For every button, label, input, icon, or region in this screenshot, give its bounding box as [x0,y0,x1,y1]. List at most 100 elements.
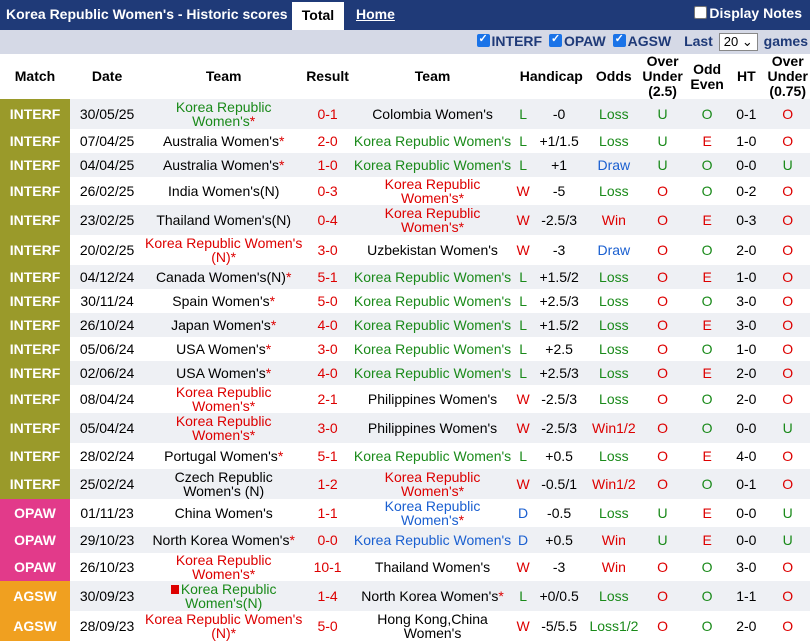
home-team-cell[interactable]: Australia Women's* [144,129,304,153]
table-row[interactable]: OPAW 26/10/23 Korea Republic Women's* 10-1 T… [0,553,810,581]
home-team-cell[interactable]: India Women's(N) [144,177,304,205]
table-row[interactable]: INTERF 02/06/24 USA Women's* 4-0 Korea Repub… [0,361,810,385]
score-cell[interactable]: 5-1 [303,265,352,289]
home-team-cell[interactable]: USA Women's* [144,337,304,361]
score-cell[interactable]: 5-1 [303,443,352,469]
home-team-cell[interactable]: Portugal Women's* [144,443,304,469]
away-team-cell[interactable]: Korea Republic Women's [351,153,514,177]
away-team-cell[interactable]: Philippines Women's [351,413,514,443]
table-row[interactable]: INTERF 30/11/24 Spain Women's* 5-0 Korea Rep… [0,289,810,313]
competition-cell[interactable]: INTERF [0,469,70,499]
competition-cell[interactable]: INTERF [0,153,70,177]
competition-cell[interactable]: INTERF [0,361,70,385]
away-team-cell[interactable]: Korea Republic Women's [351,337,514,361]
table-row[interactable]: OPAW 29/10/23 North Korea Women's* 0-0 Korea… [0,527,810,553]
score-cell[interactable]: 3-0 [303,235,352,265]
away-team-cell[interactable]: Korea Republic Women's [351,129,514,153]
table-row[interactable]: INTERF 26/10/24 Japan Women's* 4-0 Korea Rep… [0,313,810,337]
last-games-select[interactable]: 20 ⌄ [718,33,758,51]
table-row[interactable]: OPAW 01/11/23 China Women's 1-1 Korea Republ… [0,499,810,527]
competition-cell[interactable]: INTERF [0,205,70,235]
competition-cell[interactable]: INTERF [0,235,70,265]
home-team-cell[interactable]: Korea Republic Women's(N) [144,581,304,611]
home-team-cell[interactable]: Korea Republic Women's* [144,385,304,413]
home-team-cell[interactable]: Korea Republic Women's* [144,99,304,129]
away-team-cell[interactable]: Colombia Women's [351,99,514,129]
score-cell[interactable]: 0-0 [303,527,352,553]
table-row[interactable]: INTERF 26/02/25 India Women's(N) 0-3 Korea R… [0,177,810,205]
score-cell[interactable]: 5-0 [303,289,352,313]
competition-cell[interactable]: AGSW [0,611,70,641]
away-team-cell[interactable]: Korea Republic Women's [351,289,514,313]
home-team-cell[interactable]: Spain Women's* [144,289,304,313]
competition-cell[interactable]: INTERF [0,99,70,129]
table-row[interactable]: INTERF 04/04/25 Australia Women's* 1-0 Korea… [0,153,810,177]
interf-checkbox[interactable] [476,32,490,47]
competition-cell[interactable]: INTERF [0,177,70,205]
away-team-cell[interactable]: Korea Republic Women's [351,443,514,469]
table-row[interactable]: INTERF 05/04/24 Korea Republic Women's* 3-0… [0,413,810,443]
competition-cell[interactable]: INTERF [0,385,70,413]
home-team-cell[interactable]: Korea Republic Women's* [144,413,304,443]
competition-cell[interactable]: INTERF [0,337,70,361]
home-team-cell[interactable]: Czech Republic Women's (N) [144,469,304,499]
score-cell[interactable]: 0-1 [303,99,352,129]
score-cell[interactable]: 0-4 [303,205,352,235]
table-row[interactable]: INTERF 05/06/24 USA Women's* 3-0 Korea Repub… [0,337,810,361]
home-team-cell[interactable]: Japan Women's* [144,313,304,337]
table-row[interactable]: INTERF 23/02/25 Thailand Women's(N) 0-4 Kore… [0,205,810,235]
home-team-cell[interactable]: North Korea Women's* [144,527,304,553]
score-cell[interactable]: 3-0 [303,413,352,443]
score-cell[interactable]: 1-2 [303,469,352,499]
display-notes-toggle[interactable]: Display Notes [694,5,802,21]
away-team-cell[interactable]: Korea Republic Women's* [351,469,514,499]
home-team-cell[interactable]: Thailand Women's(N) [144,205,304,235]
table-row[interactable]: INTERF 04/12/24 Canada Women's(N)* 5-1 Korea… [0,265,810,289]
competition-cell[interactable]: INTERF [0,413,70,443]
table-row[interactable]: INTERF 08/04/24 Korea Republic Women's* 2-1… [0,385,810,413]
competition-cell[interactable]: AGSW [0,581,70,611]
away-team-cell[interactable]: Hong Kong,China Women's [351,611,514,641]
away-team-cell[interactable]: Thailand Women's [351,553,514,581]
away-team-cell[interactable]: Korea Republic Women's [351,527,514,553]
score-cell[interactable]: 1-4 [303,581,352,611]
away-team-cell[interactable]: Korea Republic Women's* [351,499,514,527]
home-team-cell[interactable]: USA Women's* [144,361,304,385]
table-row[interactable]: AGSW 28/09/23 Korea Republic Women's (N)* 5… [0,611,810,641]
table-row[interactable]: AGSW 30/09/23 Korea Republic Women's(N) 1-4… [0,581,810,611]
score-cell[interactable]: 0-3 [303,177,352,205]
score-cell[interactable]: 4-0 [303,313,352,337]
display-notes-checkbox[interactable] [694,6,708,19]
score-cell[interactable]: 1-0 [303,153,352,177]
score-cell[interactable]: 5-0 [303,611,352,641]
table-row[interactable]: INTERF 25/02/24 Czech Republic Women's (N)… [0,469,810,499]
score-cell[interactable]: 10-1 [303,553,352,581]
agsw-checkbox[interactable] [612,32,626,47]
competition-cell[interactable]: INTERF [0,313,70,337]
home-team-cell[interactable]: Korea Republic Women's* [144,553,304,581]
away-team-cell[interactable]: Korea Republic Women's* [351,177,514,205]
table-row[interactable]: INTERF 20/02/25 Korea Republic Women's (N)… [0,235,810,265]
away-team-cell[interactable]: Korea Republic Women's [351,361,514,385]
away-team-cell[interactable]: Korea Republic Women's* [351,205,514,235]
competition-cell[interactable]: OPAW [0,527,70,553]
score-cell[interactable]: 4-0 [303,361,352,385]
competition-cell[interactable]: INTERF [0,443,70,469]
tab-total[interactable]: Total [292,2,344,30]
home-team-cell[interactable]: China Women's [144,499,304,527]
tab-home[interactable]: Home [356,6,395,22]
table-row[interactable]: INTERF 07/04/25 Australia Women's* 2-0 Korea… [0,129,810,153]
score-cell[interactable]: 1-1 [303,499,352,527]
competition-cell[interactable]: INTERF [0,265,70,289]
away-team-cell[interactable]: Korea Republic Women's [351,265,514,289]
competition-cell[interactable]: OPAW [0,553,70,581]
table-row[interactable]: INTERF 28/02/24 Portugal Women's* 5-1 Korea … [0,443,810,469]
home-team-cell[interactable]: Korea Republic Women's (N)* [144,611,304,641]
home-team-cell[interactable]: Canada Women's(N)* [144,265,304,289]
score-cell[interactable]: 2-1 [303,385,352,413]
table-row[interactable]: INTERF 30/05/25 Korea Republic Women's* 0-1… [0,99,810,129]
away-team-cell[interactable]: Philippines Women's [351,385,514,413]
away-team-cell[interactable]: North Korea Women's* [351,581,514,611]
away-team-cell[interactable]: Korea Republic Women's [351,313,514,337]
score-cell[interactable]: 3-0 [303,337,352,361]
